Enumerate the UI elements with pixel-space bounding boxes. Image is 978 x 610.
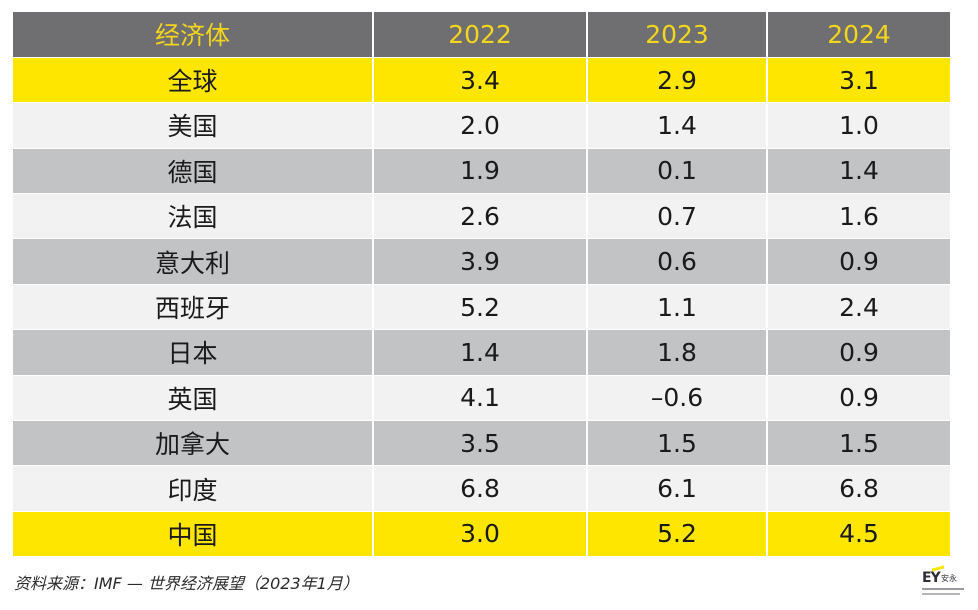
value-2023: 1.5 bbox=[587, 420, 768, 467]
value-2023: 0.7 bbox=[587, 193, 768, 240]
value-2023: 1.8 bbox=[587, 329, 768, 376]
table-body: 全球 3.4 2.9 3.1 美国 2.0 1.4 1.0 德国 1.9 0.1… bbox=[13, 57, 950, 558]
ey-logo: EY 安永 bbox=[922, 565, 964, 602]
table-row: 加拿大 3.5 1.5 1.5 bbox=[13, 420, 950, 467]
logo-mark: EY bbox=[922, 570, 941, 586]
value-2023: 6.1 bbox=[587, 465, 768, 512]
table-row: 美国 2.0 1.4 1.0 bbox=[13, 102, 950, 149]
value-2023: –0.6 bbox=[587, 375, 768, 422]
value-2022: 3.4 bbox=[373, 57, 588, 104]
source-note: 资料来源：IMF — 世界经济展望（2023年1月） bbox=[14, 574, 359, 593]
logo-chinese-name: 安永 bbox=[941, 574, 957, 583]
economy-name: 法国 bbox=[13, 193, 374, 240]
value-2023: 1.4 bbox=[587, 102, 768, 149]
table-row: 全球 3.4 2.9 3.1 bbox=[13, 57, 950, 104]
economy-name: 意大利 bbox=[13, 238, 374, 285]
economy-name: 印度 bbox=[13, 465, 374, 512]
value-2024: 1.5 bbox=[767, 420, 950, 467]
header-2024: 2024 bbox=[767, 12, 950, 58]
value-2023: 1.1 bbox=[587, 284, 768, 331]
value-2022: 3.5 bbox=[373, 420, 588, 467]
value-2024: 3.1 bbox=[767, 57, 950, 104]
value-2022: 2.6 bbox=[373, 193, 588, 240]
value-2024: 6.8 bbox=[767, 465, 950, 512]
value-2023: 2.9 bbox=[587, 57, 768, 104]
gdp-growth-table: 经济体 2022 2023 2024 全球 3.4 2.9 3.1 美国 2.0… bbox=[13, 12, 950, 558]
value-2024: 0.9 bbox=[767, 329, 950, 376]
table-row: 德国 1.9 0.1 1.4 bbox=[13, 148, 950, 195]
table-header-row: 经济体 2022 2023 2024 bbox=[13, 12, 950, 58]
value-2023: 5.2 bbox=[587, 511, 768, 558]
value-2023: 0.6 bbox=[587, 238, 768, 285]
value-2022: 5.2 bbox=[373, 284, 588, 331]
value-2024: 2.4 bbox=[767, 284, 950, 331]
logo-tagline-line bbox=[922, 593, 960, 595]
logo-tagline-line bbox=[922, 588, 964, 590]
table-row: 中国 3.0 5.2 4.5 bbox=[13, 511, 950, 558]
value-2022: 1.4 bbox=[373, 329, 588, 376]
value-2022: 1.9 bbox=[373, 148, 588, 195]
value-2024: 4.5 bbox=[767, 511, 950, 558]
economy-name: 中国 bbox=[13, 511, 374, 558]
table-row: 印度 6.8 6.1 6.8 bbox=[13, 465, 950, 512]
value-2024: 1.4 bbox=[767, 148, 950, 195]
value-2022: 6.8 bbox=[373, 465, 588, 512]
economy-name: 德国 bbox=[13, 148, 374, 195]
economy-name: 西班牙 bbox=[13, 284, 374, 331]
economy-name: 全球 bbox=[13, 57, 374, 104]
value-2022: 3.0 bbox=[373, 511, 588, 558]
header-economy: 经济体 bbox=[13, 12, 374, 58]
table-row: 西班牙 5.2 1.1 2.4 bbox=[13, 284, 950, 331]
header-2023: 2023 bbox=[587, 12, 768, 58]
economy-name: 美国 bbox=[13, 102, 374, 149]
value-2022: 4.1 bbox=[373, 375, 588, 422]
table-row: 日本 1.4 1.8 0.9 bbox=[13, 329, 950, 376]
value-2022: 3.9 bbox=[373, 238, 588, 285]
value-2024: 0.9 bbox=[767, 375, 950, 422]
value-2023: 0.1 bbox=[587, 148, 768, 195]
value-2024: 1.6 bbox=[767, 193, 950, 240]
economy-name: 加拿大 bbox=[13, 420, 374, 467]
value-2024: 1.0 bbox=[767, 102, 950, 149]
table-row: 意大利 3.9 0.6 0.9 bbox=[13, 238, 950, 285]
value-2024: 0.9 bbox=[767, 238, 950, 285]
table-row: 英国 4.1 –0.6 0.9 bbox=[13, 375, 950, 422]
header-2022: 2022 bbox=[373, 12, 588, 58]
table-row: 法国 2.6 0.7 1.6 bbox=[13, 193, 950, 240]
economy-name: 日本 bbox=[13, 329, 374, 376]
economy-name: 英国 bbox=[13, 375, 374, 422]
value-2022: 2.0 bbox=[373, 102, 588, 149]
